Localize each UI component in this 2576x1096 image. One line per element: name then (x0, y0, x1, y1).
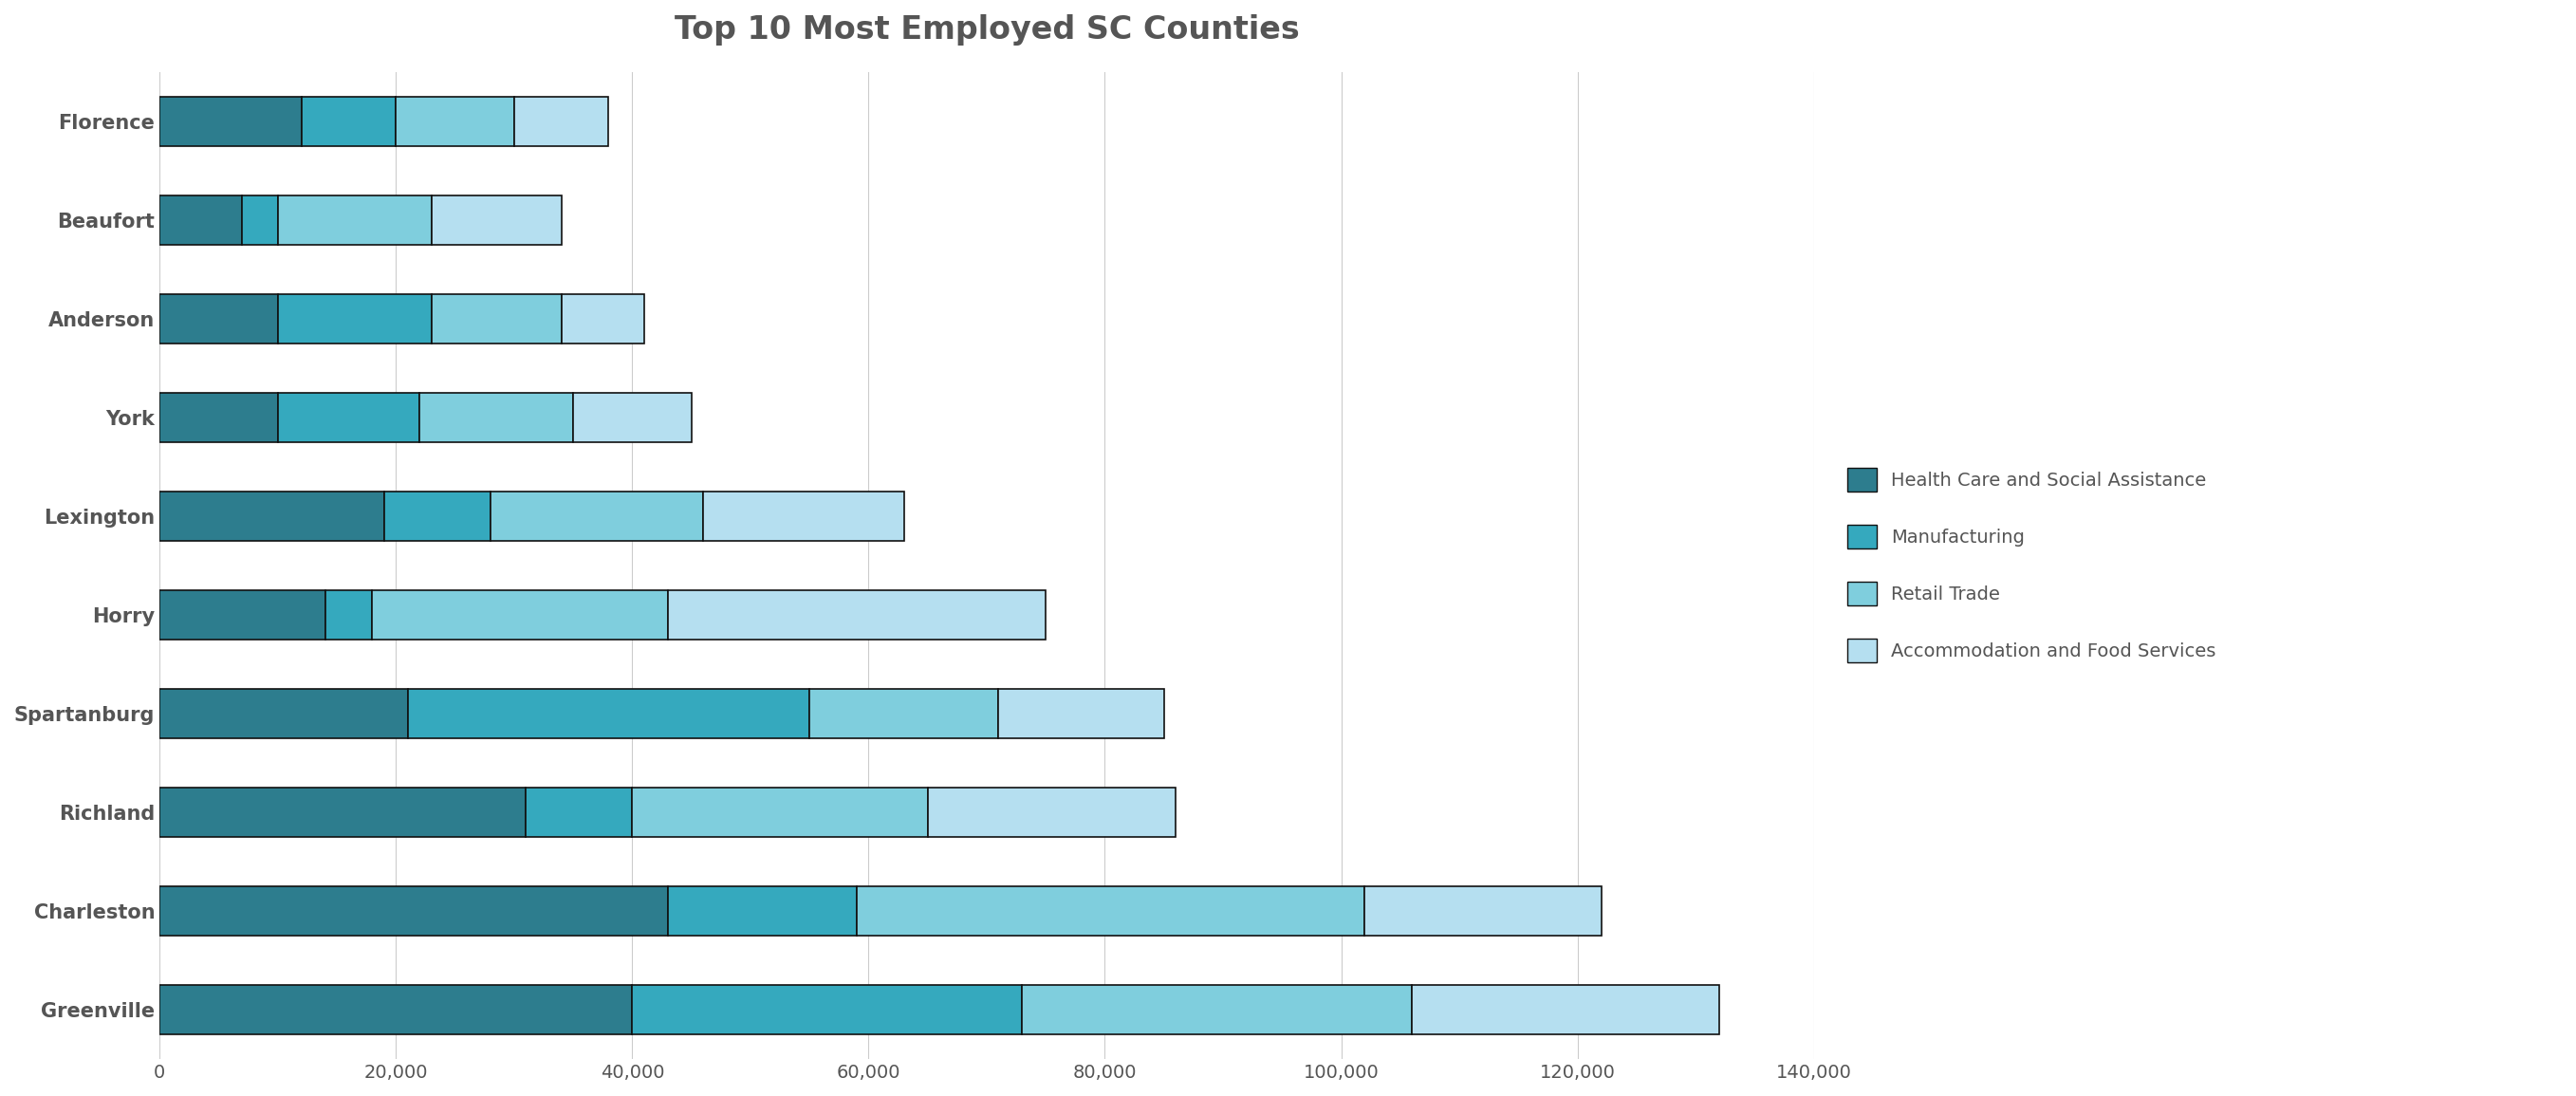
Bar (526, 788, 631, 837)
Bar (1023, 985, 1412, 1035)
Bar (160, 294, 278, 343)
Bar (160, 590, 325, 640)
Bar (927, 788, 1175, 837)
Bar (160, 392, 278, 442)
Bar (515, 96, 608, 146)
Bar (160, 788, 526, 837)
Bar (278, 392, 420, 442)
Bar (574, 392, 690, 442)
Bar (160, 195, 242, 244)
Bar (384, 491, 489, 540)
Bar (489, 491, 703, 540)
Bar (430, 294, 562, 343)
Bar (160, 985, 631, 1035)
Legend: Health Care and Social Assistance, Manufacturing, Retail Trade, Accommodation an: Health Care and Social Assistance, Manuf… (1839, 461, 2223, 670)
Bar (809, 689, 999, 739)
Title: Top 10 Most Employed SC Counties: Top 10 Most Employed SC Counties (675, 14, 1298, 46)
Bar (631, 788, 927, 837)
Bar (374, 590, 667, 640)
Bar (667, 887, 858, 936)
Bar (325, 590, 374, 640)
Bar (278, 294, 430, 343)
Bar (1412, 985, 1718, 1035)
Bar (420, 392, 574, 442)
Bar (242, 195, 278, 244)
Bar (667, 590, 1046, 640)
Bar (858, 887, 1365, 936)
Bar (160, 96, 301, 146)
Bar (278, 195, 430, 244)
Bar (999, 689, 1164, 739)
Bar (301, 96, 397, 146)
Bar (703, 491, 904, 540)
Bar (397, 96, 515, 146)
Bar (160, 887, 667, 936)
Bar (1365, 887, 1602, 936)
Bar (407, 689, 809, 739)
Bar (562, 294, 644, 343)
Bar (160, 491, 384, 540)
Bar (430, 195, 562, 244)
Bar (631, 985, 1023, 1035)
Bar (160, 689, 407, 739)
